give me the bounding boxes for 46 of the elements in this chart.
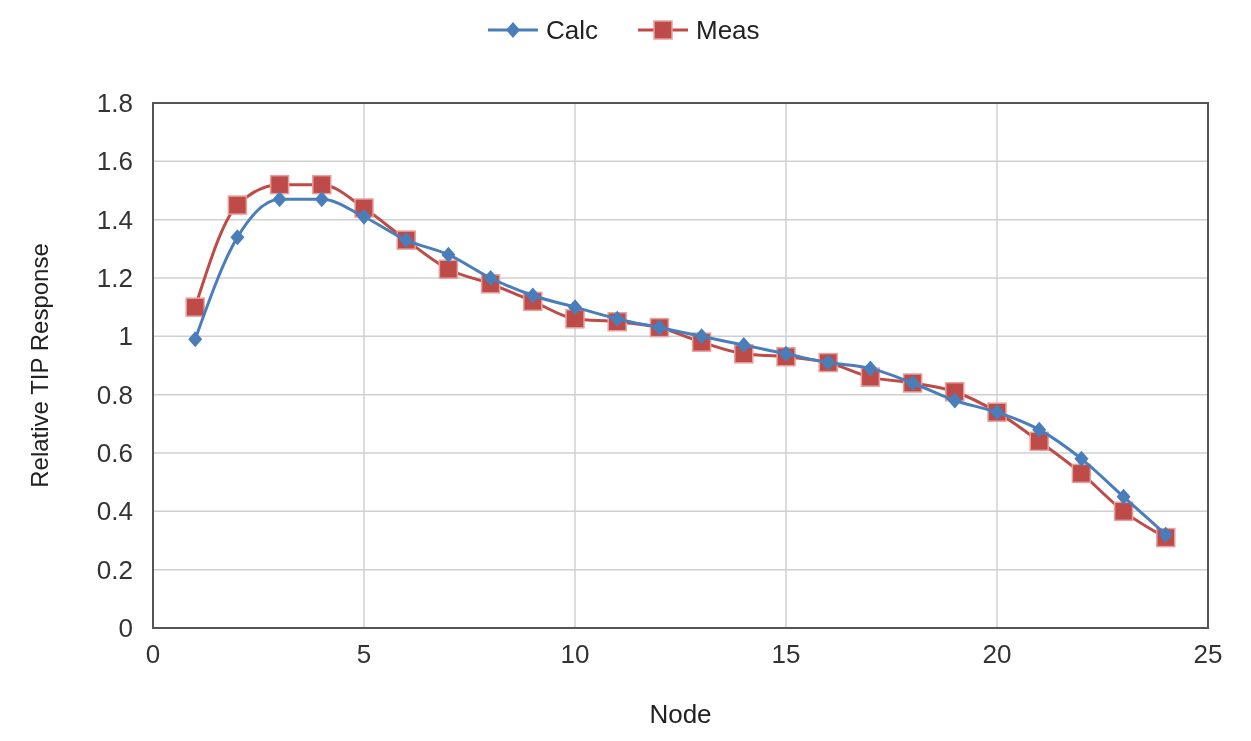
y-tick-label: 0.2: [96, 554, 133, 585]
x-tick-label: 20: [982, 639, 1012, 669]
y-tick-label: 0.6: [96, 438, 133, 468]
y-tick-label: 1.6: [96, 146, 133, 177]
point: [314, 191, 329, 208]
point: [357, 208, 371, 225]
point: [269, 174, 290, 195]
y-axis-title: Relative TIP Response: [26, 243, 53, 488]
legend-label: Meas: [696, 15, 760, 45]
point: [441, 246, 456, 263]
point: [736, 337, 751, 354]
point: [525, 287, 540, 304]
legend-label: Calc: [546, 15, 599, 45]
y-tick-label: 1.4: [96, 204, 133, 235]
point: [565, 309, 585, 329]
point: [185, 297, 205, 317]
point: [568, 299, 582, 316]
point: [272, 191, 287, 208]
point: [1074, 450, 1089, 467]
point: [1071, 463, 1092, 484]
y-tick-label: 0: [118, 613, 133, 643]
point: [1032, 421, 1047, 438]
y-tick-label: 1.2: [96, 263, 133, 293]
point: [947, 392, 962, 409]
point: [227, 195, 248, 215]
point: [1158, 526, 1173, 543]
x-tick-label: 5: [356, 639, 372, 669]
x-tick-label: 25: [1193, 639, 1223, 669]
x-tick-label: 0: [145, 639, 161, 669]
point: [438, 259, 459, 279]
y-tick-label: 1: [118, 321, 133, 352]
point: [610, 310, 625, 327]
point: [188, 331, 203, 348]
y-tick-label: 0.8: [96, 379, 133, 410]
x-tick-label: 10: [560, 639, 590, 669]
point: [230, 229, 245, 246]
y-tick-label: 0.4: [96, 496, 133, 527]
point: [1113, 501, 1134, 522]
x-tick-label: 15: [771, 639, 801, 669]
point: [312, 174, 332, 195]
y-tick-label: 1.8: [96, 88, 133, 118]
point: [779, 345, 793, 362]
x-axis-title: Node: [649, 699, 712, 729]
point: [694, 328, 709, 345]
point: [863, 360, 878, 377]
point: [1116, 488, 1131, 505]
